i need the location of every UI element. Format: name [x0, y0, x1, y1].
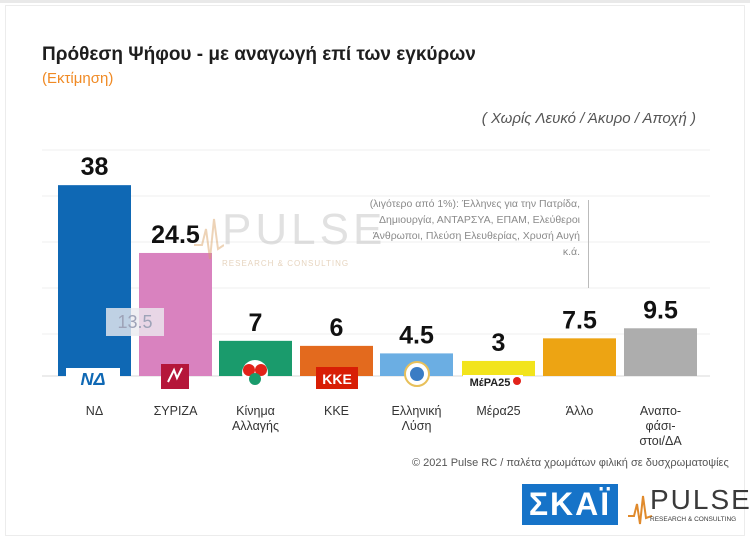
- value-label: 7: [249, 309, 263, 337]
- mera25-logo: ΜέΡΑ25: [463, 375, 523, 389]
- mera25-logo-bg: [463, 375, 523, 389]
- category-label: ΝΔ: [86, 404, 103, 418]
- category-label: Άλλο: [566, 404, 594, 418]
- category-label: Κίνημα: [236, 404, 275, 418]
- ghost-value-label: 13.5: [106, 308, 164, 336]
- nd-logo-bg: [66, 368, 120, 388]
- value-label: 3: [492, 329, 506, 357]
- mera25-logo-text: ΜέΡΑ25: [470, 377, 511, 389]
- kinal-logo-dot-green: [249, 373, 261, 385]
- category-label: στοι/ΔΑ: [639, 434, 682, 448]
- category-label: ΚΚΕ: [324, 404, 349, 418]
- category-label: φάσι-: [646, 419, 676, 433]
- kke-logo-text: ΚΚΕ: [322, 371, 352, 387]
- category-label: Λύση: [402, 419, 432, 433]
- el-logo: [404, 361, 430, 387]
- chart-subtitle: (Εκτίμηση): [42, 70, 114, 87]
- chart-title: Πρόθεση Ψήφου - με αναγωγή επί των εγκύρ…: [42, 44, 476, 65]
- skai-logo: ΣΚΑΪ: [522, 484, 618, 525]
- category-label: Αναπο-: [640, 404, 681, 418]
- bar-nd: [58, 185, 131, 376]
- syriza-logo: [161, 364, 189, 389]
- pulse-watermark: PULSE RESEARCH & CONSULTING: [194, 205, 382, 275]
- kinal-logo-dot-red: [255, 364, 267, 376]
- kinal-logo: [242, 360, 268, 386]
- syriza-logo-bg: [161, 364, 189, 389]
- category-label: Ελληνική: [391, 404, 441, 418]
- watermark-sub: RESEARCH & CONSULTING: [222, 259, 350, 268]
- category-label: Αλλαγής: [232, 419, 279, 433]
- pulse-logo-sub: RESEARCH & CONSULTING: [650, 516, 737, 523]
- mera25-logo-dot: [513, 377, 521, 385]
- watermark-word: PULSE: [222, 205, 387, 254]
- value-label: 6: [330, 314, 344, 342]
- value-label: 4.5: [399, 321, 434, 349]
- category-label: ΣΥΡΙΖΑ: [154, 404, 199, 418]
- value-label: 9.5: [643, 296, 678, 324]
- pulse-wave-icon: [194, 218, 224, 260]
- chart-note: ( Χωρίς Λευκό / Άκυρο / Αποχή ): [481, 110, 696, 127]
- pulse-logo-word: PULSE: [650, 484, 750, 515]
- pulse-logo: PULSE RESEARCH & CONSULTING: [628, 484, 750, 528]
- bar-allo: [543, 338, 616, 376]
- bar-mera25: [462, 360, 535, 376]
- top-divider: [0, 0, 750, 3]
- bar-anap: [624, 328, 697, 376]
- syriza-logo-mark: [167, 367, 183, 383]
- kinal-logo-dot-red: [243, 364, 255, 376]
- nd-logo-text: ΝΔ: [80, 369, 105, 389]
- credit-footnote: © 2021 Pulse RC / παλέτα χρωμάτων φιλική…: [412, 457, 729, 469]
- pulse-logo-wave-icon: [628, 495, 652, 525]
- other-parties-annotation: (λιγότερο από 1%): Έλληνες για την Πατρί…: [369, 198, 580, 258]
- value-label: 38: [81, 153, 109, 181]
- el-logo-center: [410, 367, 424, 381]
- value-label: 24.5: [151, 221, 200, 249]
- nd-logo: ΝΔ: [66, 368, 120, 389]
- annotation-line: [588, 200, 589, 288]
- kke-logo-bg: [316, 367, 358, 389]
- category-label: Μέρα25: [476, 404, 520, 418]
- kke-logo: ΚΚΕ: [316, 367, 358, 389]
- value-label: 7.5: [562, 306, 597, 334]
